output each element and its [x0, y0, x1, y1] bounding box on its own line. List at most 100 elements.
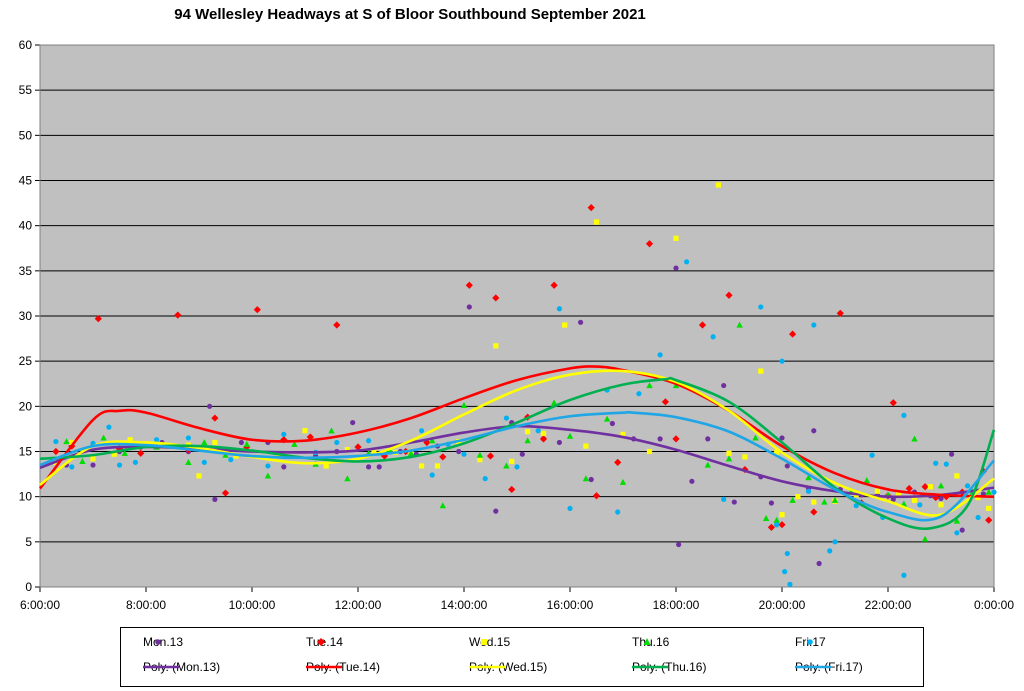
chart-svg: 0 5 10 15 20 25 30 35 40 45 50 55 60 6:00:00 8:00:00 10… — [19, 38, 1015, 612]
legend-item: Poly. (Wed.15) — [469, 660, 547, 674]
point-mon-13 — [350, 419, 356, 426]
point-wed-15 — [986, 505, 992, 512]
point-tue-14 — [550, 281, 558, 289]
point-thu-16 — [328, 427, 335, 434]
point-wed-15 — [583, 443, 589, 449]
point-wed-15 — [896, 492, 902, 498]
point-thu-16 — [603, 415, 611, 422]
point-fri-17 — [975, 514, 981, 521]
point-fri-17 — [917, 502, 923, 508]
point-thu-16 — [291, 440, 298, 447]
point-tue-14 — [174, 311, 182, 319]
point-tue-14 — [725, 291, 733, 299]
point-mon-13 — [768, 500, 775, 506]
point-mon-13 — [466, 304, 472, 310]
point-fri-17 — [636, 391, 642, 397]
point-fri-17 — [116, 462, 123, 468]
y-tick-label: 10 — [19, 490, 33, 504]
point-mon-13 — [90, 462, 96, 468]
point-tue-14 — [486, 452, 495, 460]
point-thu-16 — [63, 438, 70, 445]
point-wed-15 — [323, 463, 329, 469]
point-fri-17 — [933, 460, 939, 466]
point-fri-17 — [943, 461, 949, 467]
point-mon-13 — [519, 451, 525, 457]
point-tue-14 — [614, 458, 622, 466]
point-fri-17 — [827, 548, 833, 554]
point-wed-15 — [196, 473, 202, 479]
y-tick-label: 20 — [19, 399, 33, 413]
point-wed-15 — [927, 484, 933, 490]
point-wed-15 — [673, 235, 679, 241]
point-wed-15 — [758, 368, 764, 374]
legend-marker-circle — [807, 639, 813, 645]
point-wed-15 — [620, 431, 626, 437]
point-mon-13 — [705, 436, 711, 442]
point-wed-15 — [540, 430, 547, 437]
legend-item: Poly. (Thu.16) — [632, 660, 706, 674]
point-thu-16 — [773, 516, 780, 523]
point-wed-15 — [726, 450, 732, 456]
point-thu-16 — [953, 517, 961, 524]
point-fri-17 — [265, 463, 271, 469]
point-fri-17 — [758, 304, 764, 310]
point-mon-13 — [949, 451, 955, 457]
point-thu-16 — [264, 472, 272, 479]
point-thu-16 — [911, 435, 918, 442]
point-thu-16 — [704, 461, 711, 468]
point-mon-13 — [721, 382, 727, 389]
legend-label: Thu.16 — [632, 635, 670, 649]
point-thu-16 — [100, 434, 107, 441]
point-tue-14 — [698, 321, 707, 329]
point-thu-16 — [900, 500, 908, 507]
point-fri-17 — [853, 503, 859, 509]
point-fri-17 — [787, 581, 793, 587]
point-tue-14 — [539, 435, 548, 443]
point-mon-13 — [281, 464, 287, 470]
point-tue-14 — [115, 445, 124, 453]
point-thu-16 — [937, 482, 945, 489]
legend-marker-diamond — [317, 638, 325, 646]
trendline-poly-tue-14 — [38, 365, 995, 498]
x-tick-label: 6:00:00 — [20, 598, 60, 612]
point-fri-17 — [567, 505, 573, 512]
point-thu-16 — [503, 462, 510, 469]
point-mon-13 — [689, 478, 695, 484]
chart-legend: Mon.13 Tue.14 Wed.15 Thu.16 Fri.17 Poly. (Mon… — [120, 627, 924, 687]
point-wed-15 — [509, 458, 515, 465]
point-mon-13 — [456, 448, 462, 455]
point-tue-14 — [889, 399, 897, 407]
legend-marker-line — [143, 665, 179, 669]
point-thu-16 — [752, 434, 759, 441]
point-thu-16 — [619, 478, 627, 485]
y-tick-label: 15 — [19, 445, 33, 459]
point-thu-16 — [646, 382, 653, 389]
point-mon-13 — [207, 403, 213, 409]
point-tue-14 — [905, 484, 913, 493]
legend-marker-line — [469, 665, 505, 669]
point-thu-16 — [725, 455, 733, 462]
point-wed-15 — [212, 439, 218, 446]
point-thu-16 — [821, 498, 828, 505]
point-tue-14 — [306, 433, 314, 441]
legend-marker-triangle — [643, 638, 651, 645]
y-tick-label: 55 — [19, 83, 33, 97]
point-fri-17 — [901, 412, 907, 418]
point-tue-14 — [354, 443, 362, 451]
point-fri-17 — [869, 452, 875, 458]
legend-marker-square — [481, 639, 487, 645]
trendline-poly-wed-15 — [39, 369, 995, 517]
point-wed-15 — [593, 219, 600, 225]
point-thu-16 — [476, 451, 484, 458]
legend-marker-circle — [155, 639, 161, 645]
point-fri-17 — [482, 476, 488, 482]
legend-label: Poly. (Mon.13) — [143, 660, 221, 674]
point-thu-16 — [243, 440, 250, 447]
point-tue-14 — [810, 508, 818, 516]
point-wed-15 — [774, 449, 780, 456]
point-tue-14 — [280, 436, 288, 444]
trendline-poly-thu-16 — [39, 376, 996, 531]
point-wed-15 — [954, 473, 960, 479]
point-wed-15 — [874, 488, 880, 494]
point-tue-14 — [137, 449, 145, 457]
